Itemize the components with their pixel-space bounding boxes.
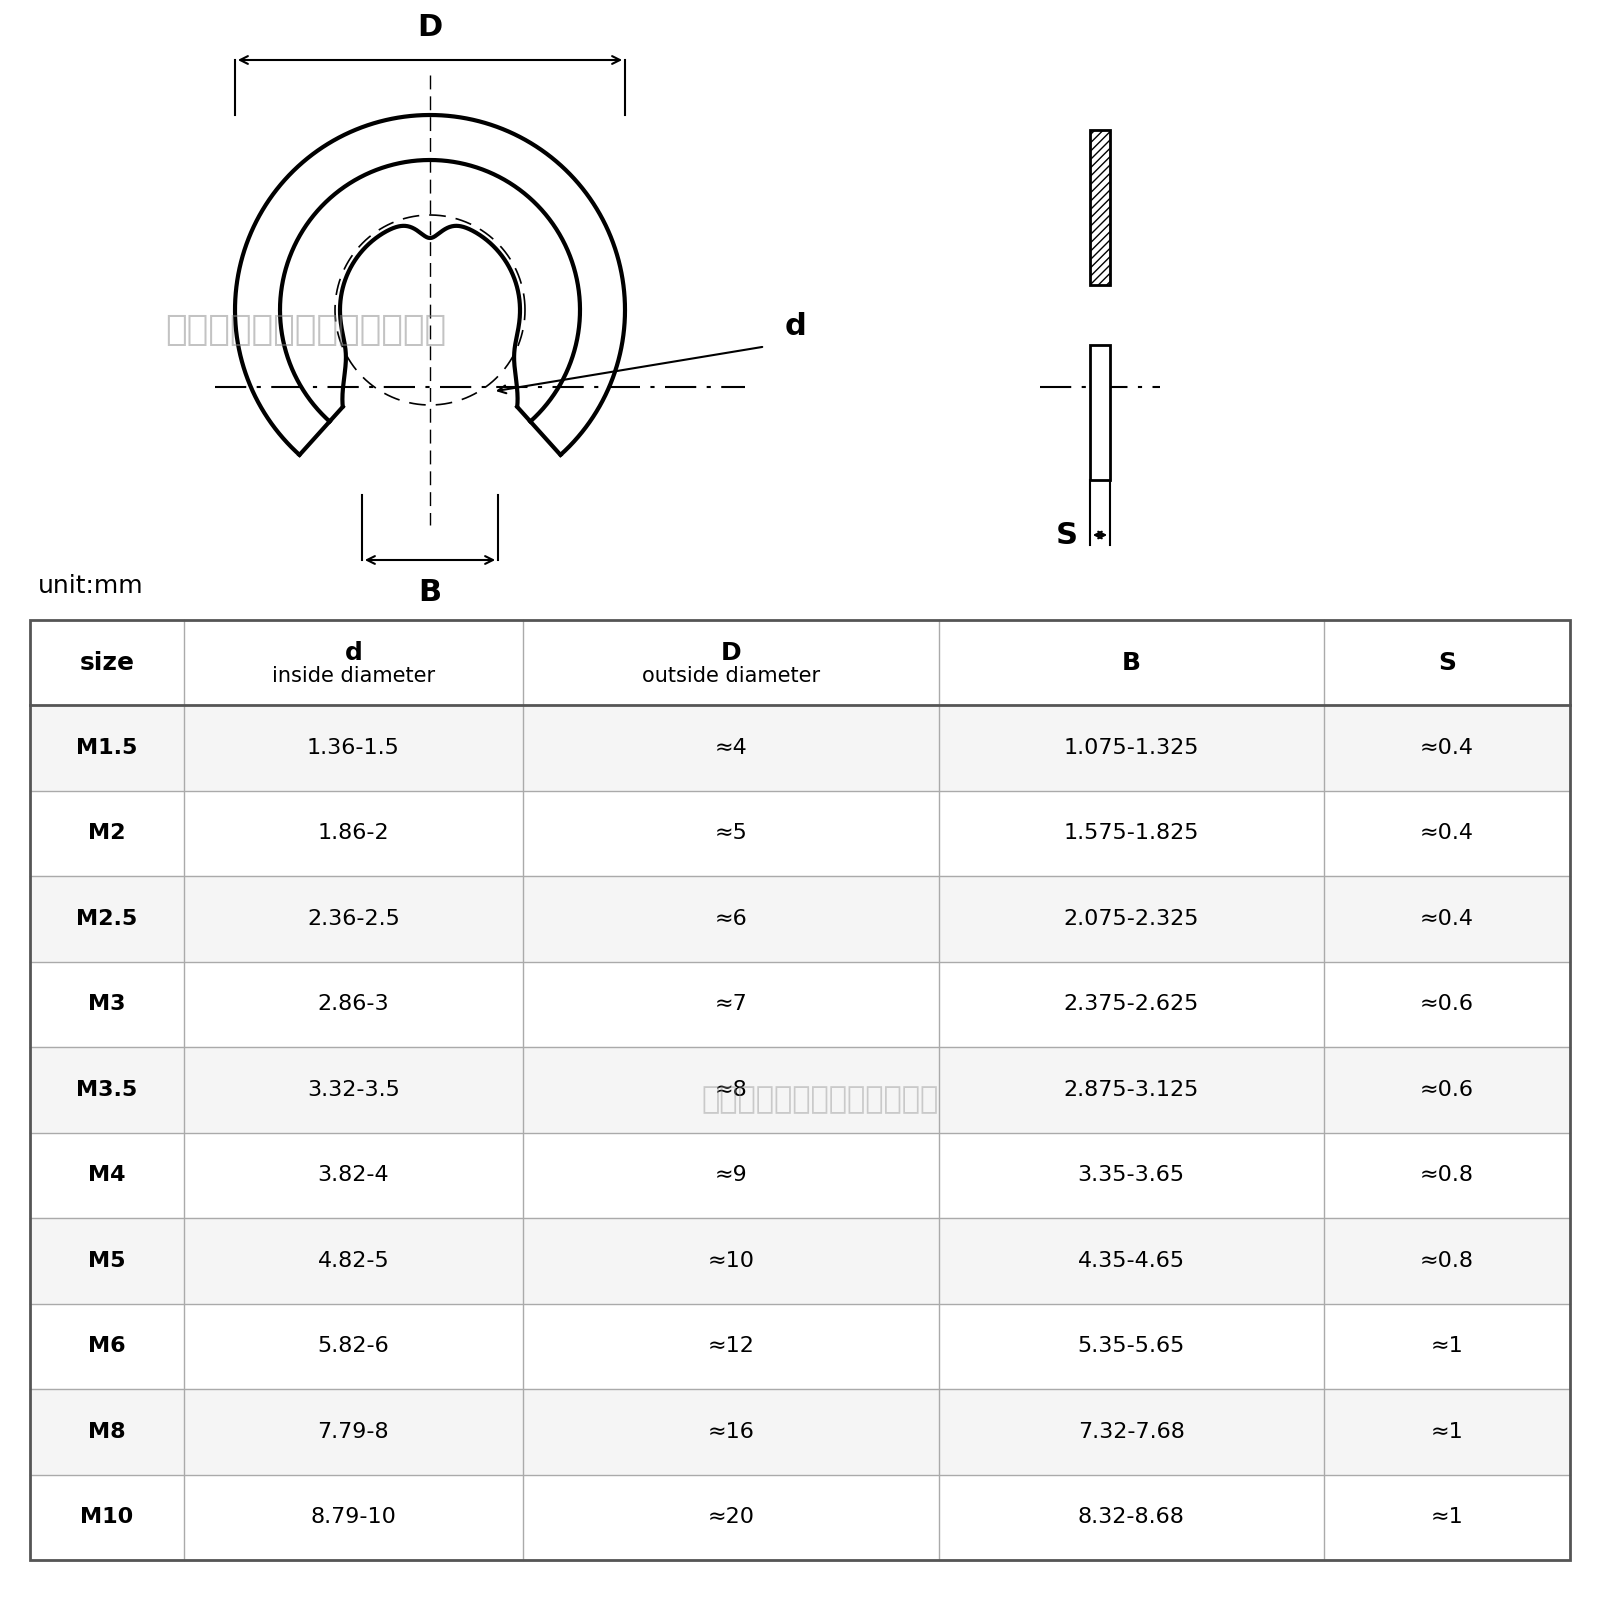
Text: ≈6: ≈6: [714, 909, 747, 928]
Text: M6: M6: [88, 1336, 126, 1357]
Text: 7.79-8: 7.79-8: [317, 1422, 389, 1442]
Text: 2.375-2.625: 2.375-2.625: [1064, 994, 1198, 1014]
Text: 4.35-4.65: 4.35-4.65: [1077, 1251, 1184, 1270]
Text: S: S: [1438, 651, 1456, 675]
Text: 深圳市福田区畧誉微电子商行: 深圳市福田区畧誉微电子商行: [165, 314, 446, 347]
Text: 5.35-5.65: 5.35-5.65: [1077, 1336, 1184, 1357]
Text: ≈4: ≈4: [714, 738, 747, 758]
Text: ≈0.4: ≈0.4: [1419, 824, 1474, 843]
Text: outside diameter: outside diameter: [642, 667, 819, 686]
Text: 2.875-3.125: 2.875-3.125: [1064, 1080, 1198, 1099]
Text: size: size: [80, 651, 134, 675]
Bar: [30, 1475, 1570, 1560]
Text: 8.79-10: 8.79-10: [310, 1507, 397, 1528]
Text: 5.82-6: 5.82-6: [317, 1336, 389, 1357]
Text: M10: M10: [80, 1507, 134, 1528]
Text: 4.82-5: 4.82-5: [317, 1251, 389, 1270]
Bar: [1090, 346, 1110, 480]
Bar: [30, 877, 1570, 962]
Text: M3.5: M3.5: [77, 1080, 138, 1099]
Text: M8: M8: [88, 1422, 126, 1442]
Text: ≈16: ≈16: [707, 1422, 754, 1442]
Text: ≈7: ≈7: [714, 994, 747, 1014]
Text: 2.86-3: 2.86-3: [317, 994, 389, 1014]
Bar: [30, 1304, 1570, 1389]
Text: d: d: [786, 312, 806, 341]
Text: 8.32-8.68: 8.32-8.68: [1078, 1507, 1184, 1528]
Text: M2.5: M2.5: [77, 909, 138, 928]
Text: 3.32-3.5: 3.32-3.5: [307, 1080, 400, 1099]
Text: M5: M5: [88, 1251, 126, 1270]
Text: ≈8: ≈8: [714, 1080, 747, 1099]
Text: ≈1: ≈1: [1430, 1422, 1462, 1442]
Bar: [1090, 130, 1110, 285]
Text: ≈0.4: ≈0.4: [1419, 909, 1474, 928]
Text: 7.32-7.68: 7.32-7.68: [1078, 1422, 1184, 1442]
Text: M3: M3: [88, 994, 126, 1014]
Text: ≈0.8: ≈0.8: [1419, 1251, 1474, 1270]
Bar: [30, 790, 1570, 877]
Text: ≈1: ≈1: [1430, 1507, 1462, 1528]
Bar: [30, 619, 1570, 1560]
Text: 1.575-1.825: 1.575-1.825: [1064, 824, 1198, 843]
Text: inside diameter: inside diameter: [272, 667, 435, 686]
Text: M2: M2: [88, 824, 126, 843]
Text: ≈1: ≈1: [1430, 1336, 1462, 1357]
Text: D: D: [720, 640, 741, 664]
Text: B: B: [1122, 651, 1141, 675]
Text: ≈0.6: ≈0.6: [1419, 994, 1474, 1014]
Bar: [30, 1046, 1570, 1133]
Text: 深圳市福田区畧誉微电子商行: 深圳市福田区畧誉微电子商行: [701, 1085, 939, 1115]
Text: d: d: [344, 640, 362, 664]
Text: ≈5: ≈5: [714, 824, 747, 843]
Text: 2.36-2.5: 2.36-2.5: [307, 909, 400, 928]
Text: D: D: [418, 13, 443, 42]
Text: ≈12: ≈12: [707, 1336, 754, 1357]
Text: ≈10: ≈10: [707, 1251, 754, 1270]
Bar: [30, 1389, 1570, 1475]
Text: 3.82-4: 3.82-4: [317, 1165, 389, 1186]
Text: 3.35-3.65: 3.35-3.65: [1077, 1165, 1184, 1186]
Text: 1.36-1.5: 1.36-1.5: [307, 738, 400, 758]
Bar: [1090, 130, 1110, 285]
Text: ≈20: ≈20: [707, 1507, 754, 1528]
Text: unit:mm: unit:mm: [38, 574, 144, 598]
Text: ≈0.4: ≈0.4: [1419, 738, 1474, 758]
Bar: [30, 619, 1570, 706]
Bar: [30, 706, 1570, 790]
Text: M4: M4: [88, 1165, 126, 1186]
Text: 1.075-1.325: 1.075-1.325: [1064, 738, 1198, 758]
Bar: [30, 962, 1570, 1046]
Text: S: S: [1056, 520, 1078, 549]
Text: ≈9: ≈9: [714, 1165, 747, 1186]
Text: B: B: [419, 578, 442, 606]
Text: ≈0.8: ≈0.8: [1419, 1165, 1474, 1186]
Text: ≈0.6: ≈0.6: [1419, 1080, 1474, 1099]
Text: 2.075-2.325: 2.075-2.325: [1064, 909, 1198, 928]
Bar: [30, 1218, 1570, 1304]
Text: M1.5: M1.5: [77, 738, 138, 758]
Text: 1.86-2: 1.86-2: [317, 824, 389, 843]
Bar: [30, 1133, 1570, 1218]
